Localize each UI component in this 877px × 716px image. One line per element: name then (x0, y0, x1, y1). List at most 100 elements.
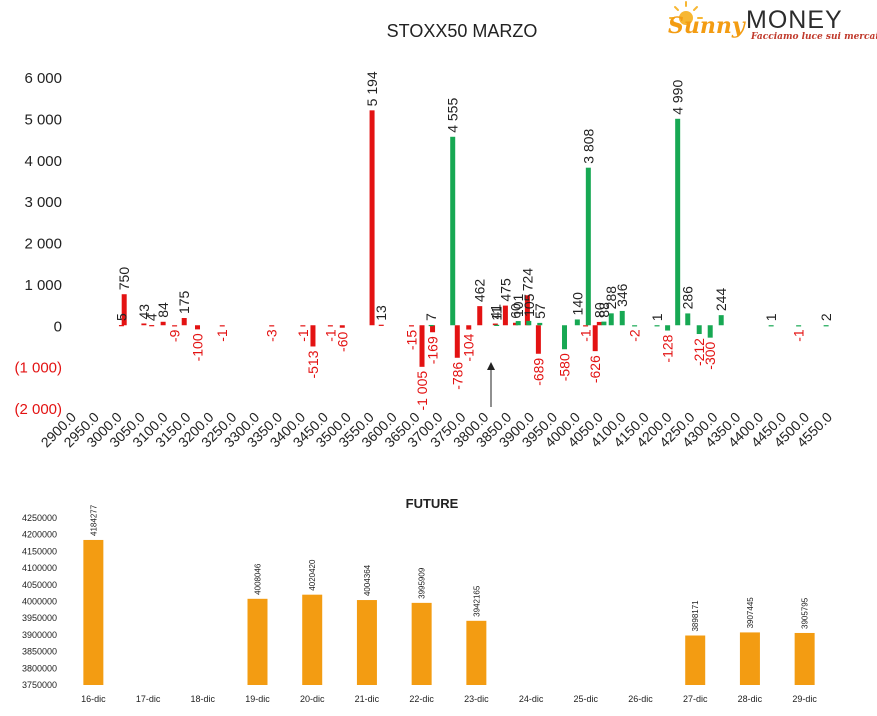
y-tick-label: 3950000 (22, 613, 57, 623)
bar (608, 313, 614, 326)
bar (408, 325, 414, 327)
bar (562, 325, 568, 350)
y-tick-label: 3850000 (22, 647, 57, 657)
brand-tagline: Facciamo luce sui mercati (750, 32, 877, 42)
data-label: 244 (713, 288, 729, 312)
data-label: -15 (403, 330, 419, 350)
y-tick-label: 4000000 (22, 597, 57, 607)
bar (574, 319, 580, 326)
bar (592, 325, 598, 352)
bar (369, 110, 375, 326)
data-label: -104 (461, 333, 477, 361)
bar (515, 321, 521, 326)
x-tick-label: 19-dic (245, 694, 270, 704)
data-label: 11 (489, 306, 505, 321)
bar (537, 322, 543, 326)
bar (195, 325, 201, 330)
data-label: 4184277 (89, 504, 98, 536)
data-label: 4008046 (254, 563, 263, 595)
data-label: -128 (660, 334, 676, 362)
y-tick-label: 1 000 (24, 277, 62, 294)
y-tick-label: 3 000 (24, 194, 62, 211)
data-label: 7 (423, 313, 439, 321)
arrow-annotation (487, 362, 495, 407)
y-tick-label: 3900000 (22, 630, 57, 640)
options-chart: STOXX50 MARZO 6 000 5 000 4 000 3 000 2 000 1… (14, 21, 835, 450)
x-tick-label: 17-dic (136, 694, 161, 704)
data-label: 57 (532, 303, 548, 319)
data-label: 4 (144, 313, 160, 321)
data-label: 1 (763, 313, 779, 321)
data-label: -689 (530, 358, 546, 386)
y-tick-label: 4150000 (22, 546, 57, 556)
data-label: 140 (569, 292, 585, 316)
data-label: 105 (521, 293, 537, 317)
y-tick-label: 4200000 (22, 530, 57, 540)
bar (378, 324, 384, 326)
x-axis: 16-dic 17-dic 18-dic 19-dic 20-dic 21-dic 22-d… (81, 694, 817, 704)
data-label: 5 (113, 313, 129, 321)
data-label: 4 990 (670, 80, 686, 115)
bar (685, 313, 691, 326)
bars (83, 539, 815, 685)
bar (118, 325, 124, 327)
data-label: 13 (373, 305, 389, 321)
data-label: 475 (497, 278, 513, 302)
data-label: 286 (680, 286, 696, 310)
data-label: -1 (791, 329, 807, 342)
bar (675, 118, 681, 326)
bar (300, 325, 306, 327)
y-tick-label: 0 (54, 318, 62, 335)
data-label: -1 (214, 329, 230, 342)
brand-logo: Sunny MONEY Facciamo luce sui mercati (668, 1, 877, 42)
x-tick-label: 20-dic (300, 694, 325, 704)
data-label: 4 555 (445, 98, 461, 133)
data-label: 2 (818, 313, 834, 321)
x-axis: 2900.02950.03000.03050.03100.03150.03200… (38, 409, 836, 451)
y-tick-label: 2 000 (24, 236, 62, 253)
y-tick-label: 5 000 (24, 111, 62, 128)
bar (219, 325, 225, 327)
bar (492, 323, 498, 326)
data-label: 3942165 (472, 585, 481, 617)
bar (601, 321, 607, 326)
bar (450, 136, 456, 326)
y-tick-label: (2 000) (14, 401, 62, 418)
bar (619, 310, 625, 326)
x-tick-label: 21-dic (355, 694, 380, 704)
x-tick-label: 24-dic (519, 694, 544, 704)
data-label: 462 (472, 279, 488, 303)
bar (356, 600, 377, 685)
data-label: -212 (691, 338, 707, 366)
data-label: -786 (449, 362, 465, 390)
data-label: -626 (587, 355, 603, 383)
brand-name-left: Sunny (668, 13, 747, 39)
bar (160, 321, 166, 326)
bar (327, 325, 333, 327)
bar (512, 322, 518, 326)
data-label: 3898171 (691, 600, 700, 632)
x-tick-label: 23-dic (464, 694, 489, 704)
data-label: -2 (627, 329, 643, 342)
data-label: -100 (190, 333, 206, 361)
y-tick-label: 4 000 (24, 153, 62, 170)
bars (118, 110, 829, 367)
x-tick-label: 29-dic (792, 694, 817, 704)
brand-name-right: MONEY (746, 6, 843, 34)
bar (454, 325, 460, 358)
chart-title: FUTURE (406, 496, 459, 511)
arrow-up-icon (487, 362, 495, 370)
bar (494, 324, 500, 326)
y-axis: 6 000 5 000 4 000 3 000 2 000 1 000 0 (1 000) (2… (14, 70, 62, 418)
data-label: 3905795 (801, 597, 810, 629)
bar (466, 620, 487, 685)
bar (718, 315, 724, 326)
data-label: -1 (295, 329, 311, 342)
bar (339, 325, 345, 328)
data-label: 4020420 (308, 559, 317, 591)
y-tick-label: 3800000 (22, 663, 57, 673)
bar (596, 321, 602, 326)
bar (141, 323, 147, 326)
data-label: 88 (596, 302, 612, 318)
y-axis: 4250000 4200000 4150000 4100000 4050000 40000… (22, 513, 57, 690)
